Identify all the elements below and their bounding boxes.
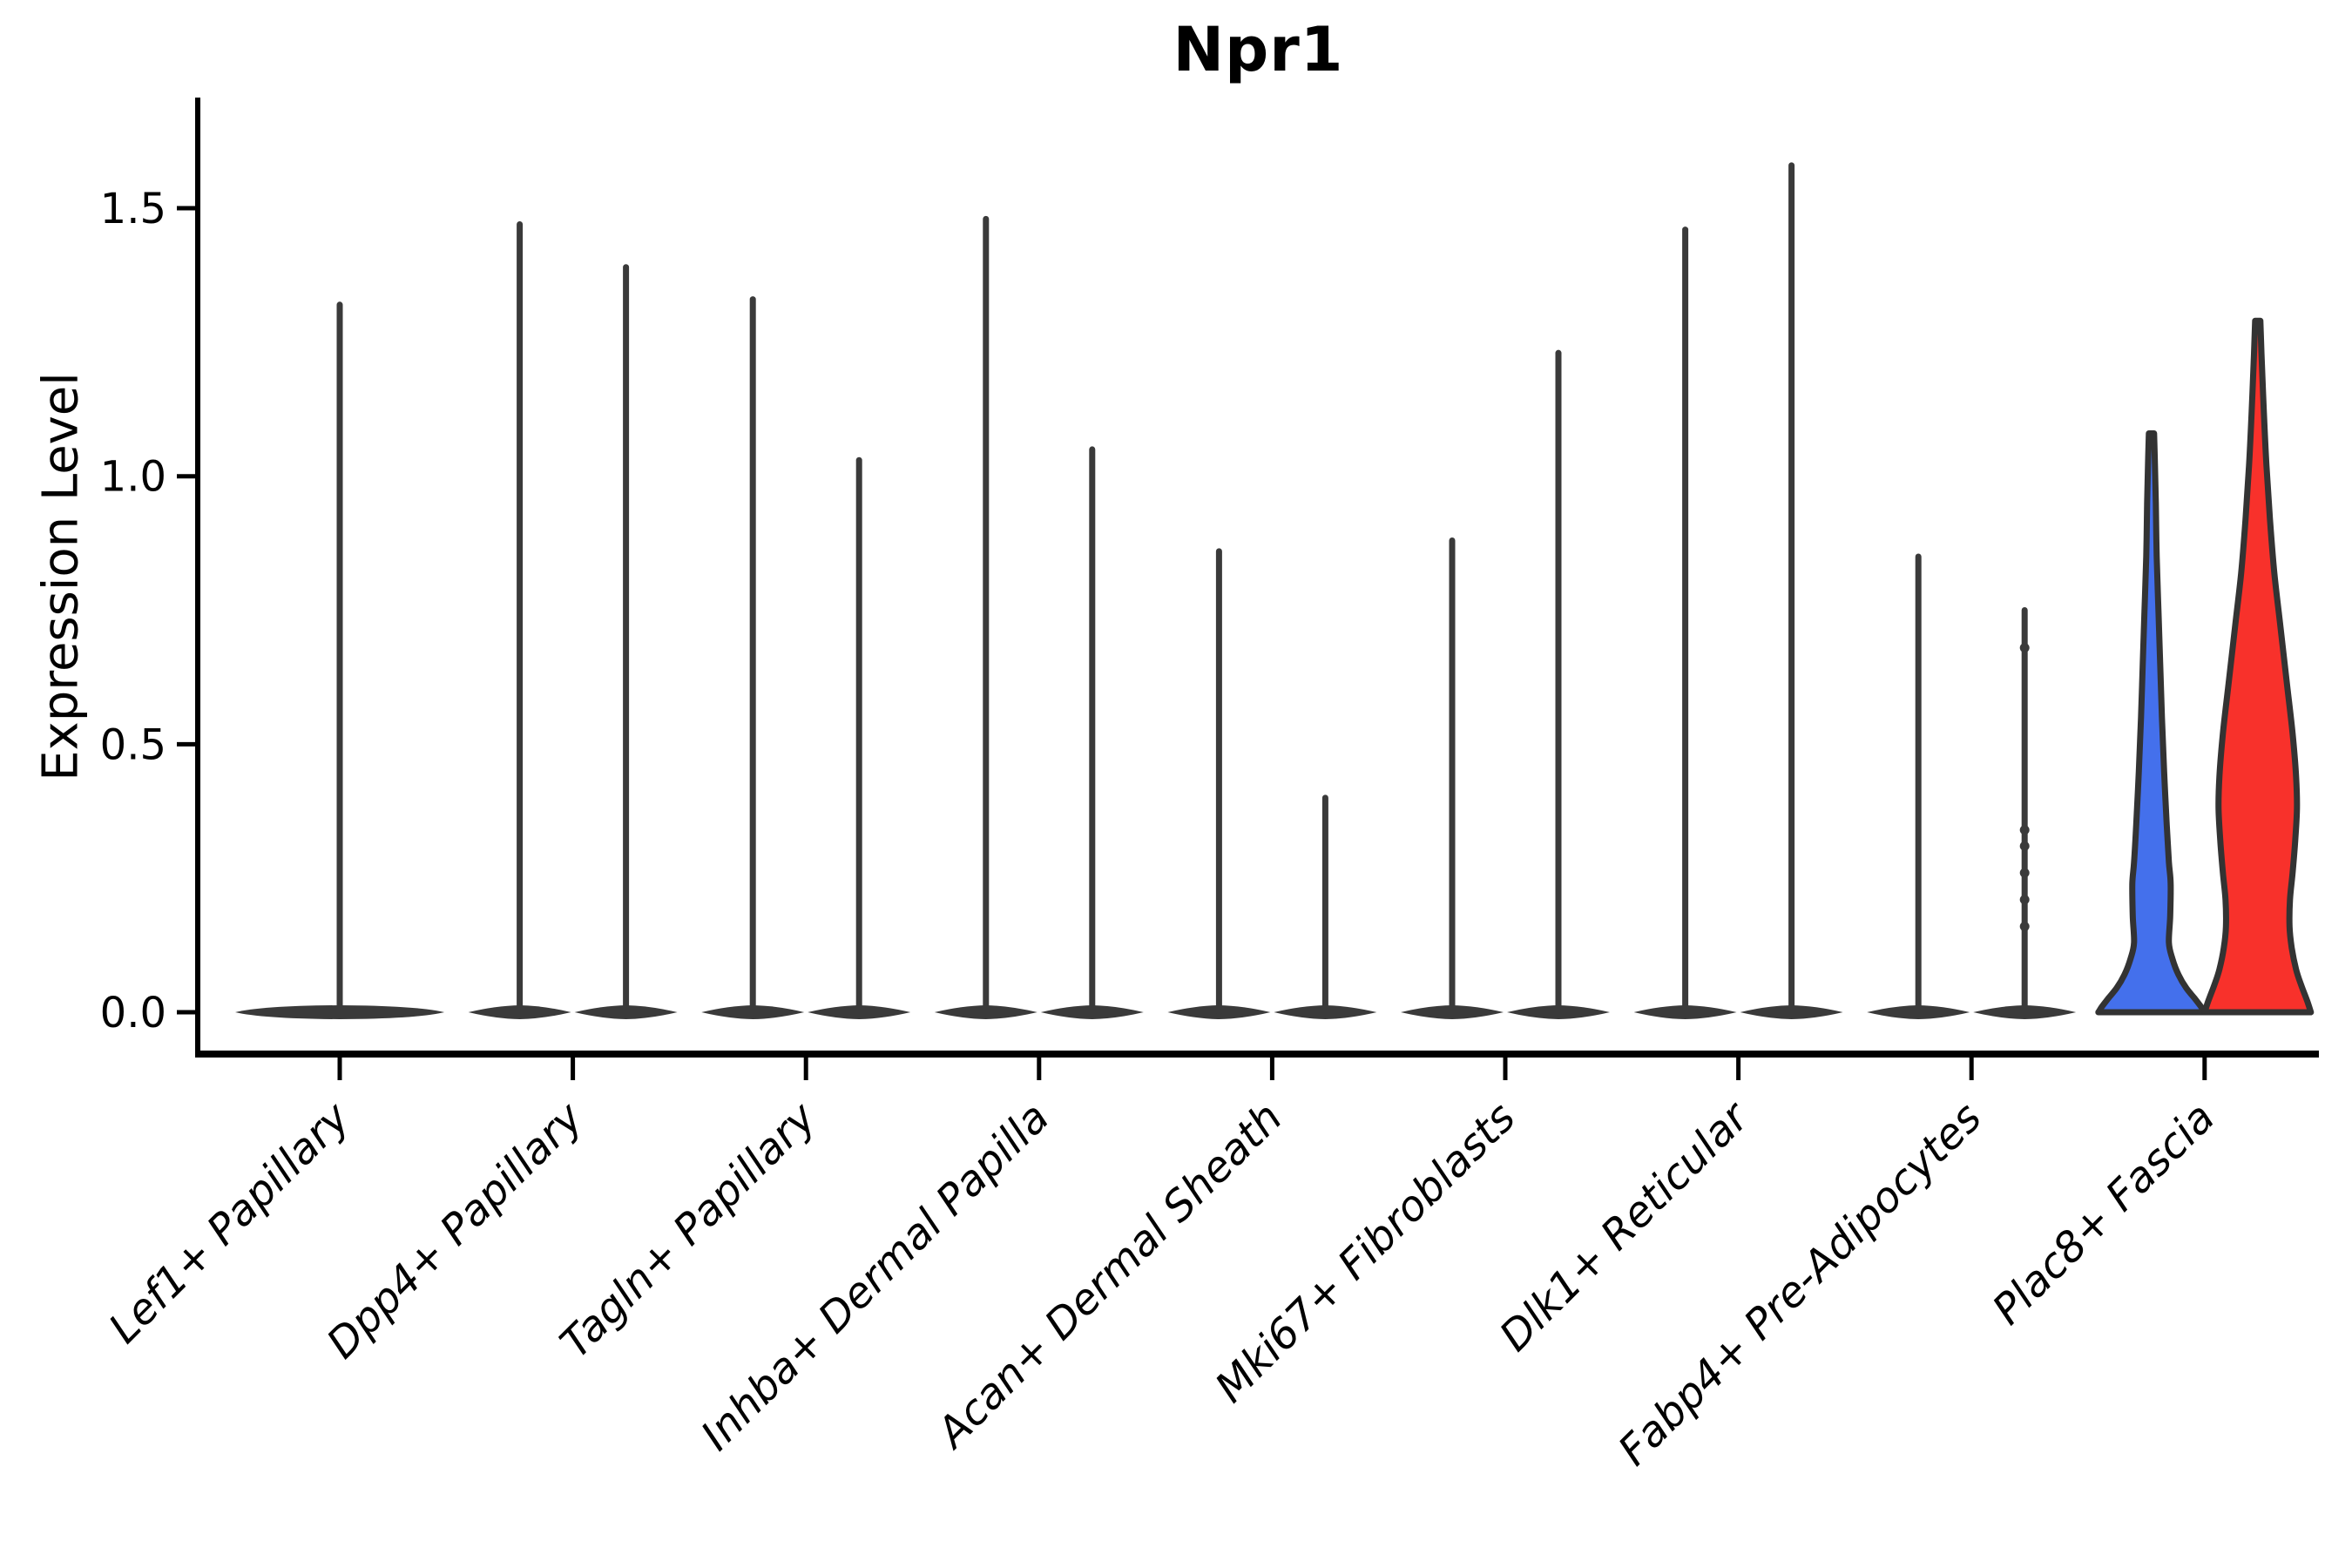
violin-bead xyxy=(2019,868,2030,878)
violin-bead xyxy=(2019,922,2030,932)
y-tick-label: 0.5 xyxy=(100,720,166,769)
y-tick-label: 1.0 xyxy=(100,453,166,502)
violin-bead xyxy=(2019,841,2030,851)
y-tick-label: 0.0 xyxy=(100,989,166,1037)
y-tick-label: 1.5 xyxy=(100,185,166,233)
y-axis-label: Expression Level xyxy=(32,372,90,781)
violin-bead xyxy=(2019,895,2030,905)
x-category-label: Tagln+ Papillary xyxy=(551,1092,826,1368)
violin-body xyxy=(2201,317,2315,1016)
x-category-label: Lef1+ Papillary xyxy=(99,1092,360,1353)
chart-title: Npr1 xyxy=(1173,14,1344,85)
violin-bead xyxy=(2019,825,2030,835)
violin-bead xyxy=(2019,643,2030,653)
x-category-label: Dlk1+ Reticular xyxy=(1490,1092,1761,1362)
violin-body xyxy=(2095,430,2208,1016)
x-category-label: Plac8+ Fascia xyxy=(1984,1093,2225,1335)
x-category-label: Dpp4+ Papillary xyxy=(317,1092,592,1368)
